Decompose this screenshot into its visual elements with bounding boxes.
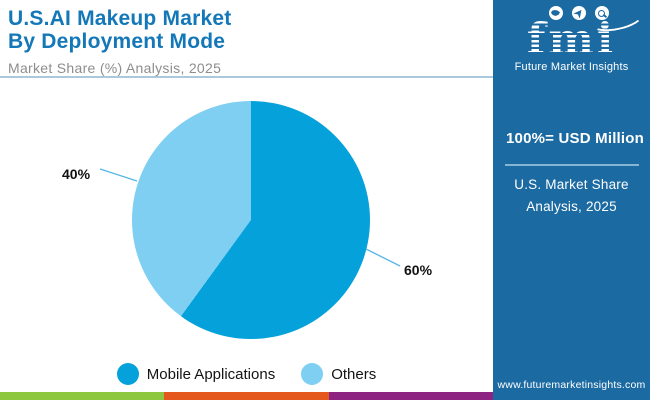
fmi-monogram: fmi (509, 19, 635, 62)
analysis-caption-line2: Analysis, 2025 (526, 199, 617, 214)
leader-line-others (99, 168, 138, 182)
website-link[interactable]: www.futuremarketinsights.com (497, 379, 646, 391)
analysis-caption-line1: U.S. Market Share (514, 177, 629, 192)
legend-label-others: Others (331, 365, 377, 383)
search-globe-icon (594, 6, 609, 20)
page-subtitle: Market Share (%) Analysis, 2025 (8, 60, 222, 76)
pie-label-others: 40% (62, 166, 91, 182)
fmi-tagline: Future Market Insights (514, 61, 629, 73)
header-divider (0, 76, 493, 78)
page-title-line2: By Deployment Mode (8, 30, 226, 53)
header: U.S.AI Makeup Market By Deployment Mode … (0, 0, 493, 76)
unit-note: 100%= USD Million (506, 130, 645, 147)
pie-chart (132, 101, 370, 339)
analysis-caption: U.S. Market Share Analysis, 2025 (493, 174, 650, 218)
legend-item-others: Others (301, 363, 376, 385)
fmi-logo: fmi Future Market Insights (509, 4, 645, 73)
fmi-logo-icons (509, 4, 645, 36)
legend-item-mobile-applications: Mobile Applications (116, 363, 276, 385)
footer-strip-green (0, 392, 165, 400)
us-map-icon (548, 6, 563, 20)
footer-color-strip (0, 392, 493, 400)
sidebar-divider (504, 164, 639, 166)
footer-strip-orange (164, 392, 329, 400)
pie-chart-area: 40% 60% Mobile Applications Others (0, 78, 493, 392)
chart-legend: Mobile Applications Others (0, 363, 493, 385)
leader-line-mobile-applications (365, 248, 401, 267)
legend-swatch-mobile-applications (116, 363, 139, 385)
brand-sidebar: fmi Future Market Insights 100%= USD Mil… (493, 0, 650, 400)
footer-strip-purple (328, 392, 493, 400)
page-title-line1: U.S.AI Makeup Market (8, 7, 232, 30)
legend-label-mobile-applications: Mobile Applications (146, 365, 276, 383)
legend-swatch-others (301, 363, 324, 385)
chart-panel: U.S.AI Makeup Market By Deployment Mode … (0, 0, 493, 400)
compass-icon (571, 6, 586, 20)
pie-label-mobile-applications: 60% (404, 262, 433, 278)
